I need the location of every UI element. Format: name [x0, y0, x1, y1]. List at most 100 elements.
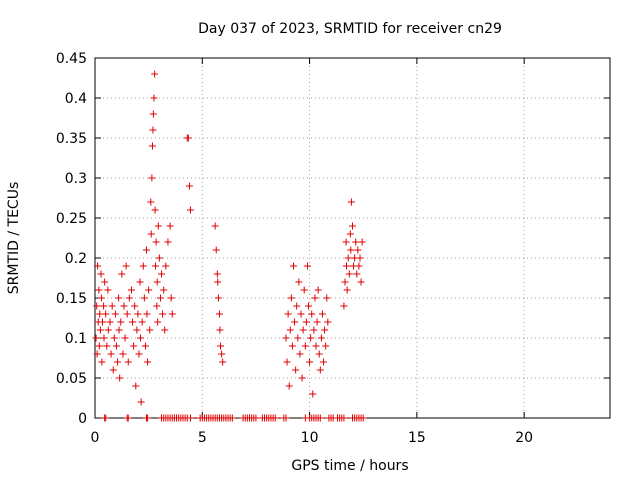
data-point — [149, 126, 157, 134]
data-point — [340, 414, 348, 422]
data-point — [306, 358, 314, 366]
data-point — [119, 350, 127, 358]
data-point — [110, 334, 118, 342]
chart-title: Day 037 of 2023, SRMTID for receiver cn2… — [198, 21, 502, 37]
data-point — [135, 350, 143, 358]
data-point — [184, 134, 192, 142]
data-point — [292, 366, 300, 374]
y-tick-label: 0.25 — [56, 211, 87, 227]
data-point — [167, 294, 175, 302]
data-point — [138, 318, 146, 326]
data-point — [219, 358, 227, 366]
data-point — [346, 230, 354, 238]
data-point — [318, 310, 326, 318]
data-point — [295, 278, 303, 286]
data-point — [102, 414, 110, 422]
data-point — [99, 318, 107, 326]
data-point — [164, 238, 172, 246]
data-point — [95, 286, 103, 294]
data-point — [134, 310, 142, 318]
data-point — [314, 286, 322, 294]
data-point — [288, 342, 296, 350]
data-point — [310, 326, 318, 334]
data-point — [316, 414, 324, 422]
data-point — [309, 390, 317, 398]
data-point — [294, 334, 302, 342]
data-point — [302, 318, 310, 326]
data-point — [215, 310, 223, 318]
data-point — [345, 270, 353, 278]
data-point — [316, 366, 324, 374]
data-point — [143, 246, 150, 254]
data-point — [317, 334, 325, 342]
data-point — [97, 270, 105, 278]
data-point — [129, 318, 137, 326]
data-point — [140, 294, 148, 302]
data-point — [141, 342, 149, 350]
data-point — [166, 222, 174, 230]
data-point — [158, 270, 166, 278]
data-point — [93, 302, 101, 310]
data-point — [311, 294, 319, 302]
data-point — [186, 414, 194, 422]
data-point — [152, 262, 160, 270]
y-tick-label: 0.2 — [65, 251, 87, 267]
data-point — [93, 350, 101, 358]
data-point — [120, 302, 128, 310]
y-tick-label: 0.4 — [65, 91, 87, 107]
data-point — [131, 302, 139, 310]
data-point — [125, 294, 133, 302]
data-point — [357, 278, 365, 286]
data-point — [151, 206, 159, 214]
data-point — [340, 302, 348, 310]
data-point — [211, 222, 219, 230]
y-tick-label: 0.45 — [56, 51, 87, 67]
data-point — [100, 334, 108, 342]
data-point — [321, 326, 329, 334]
data-point — [160, 286, 168, 294]
data-point — [359, 414, 367, 422]
data-point — [347, 198, 355, 206]
data-point — [186, 206, 194, 214]
data-point — [216, 326, 224, 334]
data-point — [101, 278, 109, 286]
data-point — [323, 294, 331, 302]
data-point — [284, 310, 292, 318]
data-point — [153, 302, 161, 310]
data-point — [213, 270, 221, 278]
data-point — [299, 326, 307, 334]
data-point — [344, 254, 352, 262]
data-point — [132, 382, 140, 390]
data-point — [151, 70, 159, 78]
data-point — [354, 246, 362, 254]
data-point — [308, 310, 316, 318]
data-point — [115, 294, 123, 302]
x-tick-label: 15 — [408, 430, 426, 446]
y-tick-label: 0.15 — [56, 291, 87, 307]
data-point — [356, 254, 364, 262]
data-point — [147, 230, 155, 238]
data-point — [305, 302, 313, 310]
x-tick-label: 10 — [301, 430, 319, 446]
plot-frame — [94, 57, 611, 419]
data-point — [353, 270, 361, 278]
data-point — [121, 334, 129, 342]
data-point — [95, 342, 103, 350]
data-point — [145, 286, 153, 294]
data-point — [343, 286, 351, 294]
data-points — [92, 70, 367, 422]
data-point — [148, 174, 156, 182]
data-point — [312, 342, 320, 350]
data-point — [109, 366, 117, 374]
y-tick-label: 0.1 — [65, 331, 87, 347]
data-point — [286, 326, 294, 334]
data-point — [144, 414, 152, 422]
y-tick-label: 0 — [78, 411, 87, 427]
data-point — [296, 350, 304, 358]
data-point — [228, 414, 236, 422]
data-point — [104, 326, 112, 334]
x-tick-label: 20 — [515, 430, 533, 446]
data-point — [214, 294, 222, 302]
grid-lines — [95, 58, 610, 418]
data-point — [349, 222, 356, 230]
